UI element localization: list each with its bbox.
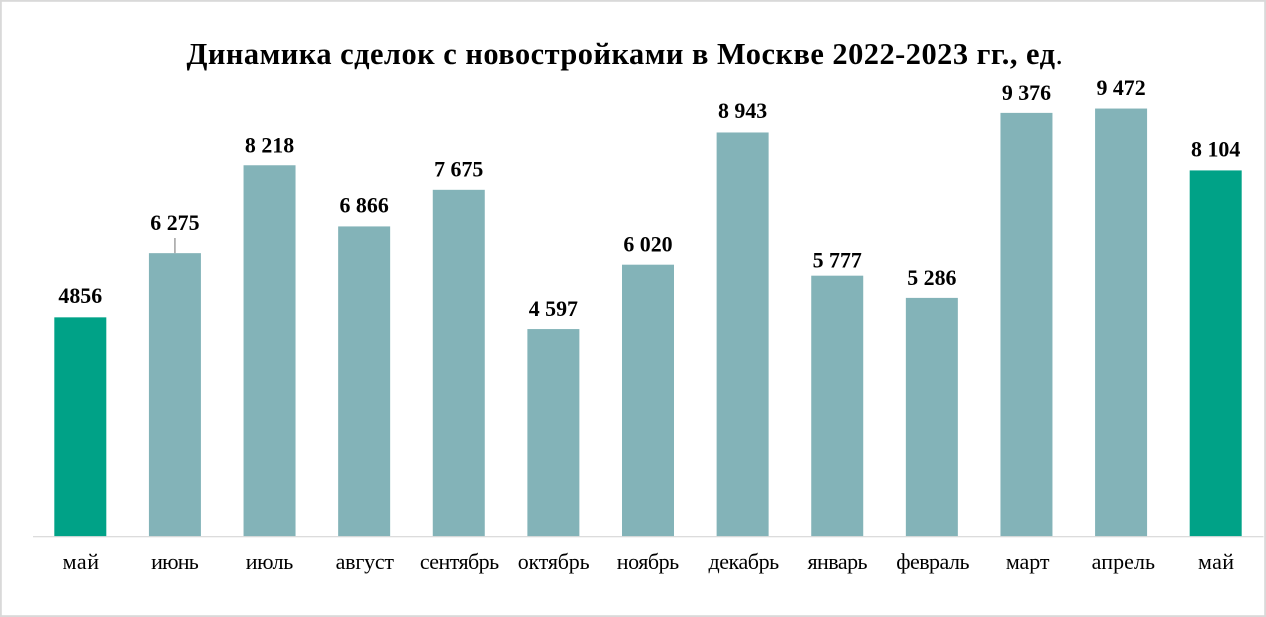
svg-text:4 597: 4 597 [529,296,578,321]
svg-text:июнь: июнь [151,549,199,574]
svg-text:5 286: 5 286 [907,265,956,290]
svg-text:февраль: февраль [896,549,969,574]
svg-text:8 218: 8 218 [245,132,294,157]
svg-text:май: май [1198,549,1234,574]
svg-text:7 675: 7 675 [434,156,483,181]
svg-text:6 020: 6 020 [623,232,672,257]
svg-text:май: май [63,549,100,574]
svg-text:5 777: 5 777 [813,248,862,273]
svg-text:январь: январь [807,549,867,574]
svg-text:апрель: апрель [1092,549,1155,574]
svg-text:декабрь: декабрь [708,549,779,574]
svg-text:9 376: 9 376 [1002,80,1051,105]
svg-text:август: август [336,549,395,574]
svg-text:Динамика сделок с новостройкам: Динамика сделок с новостройками в Москве… [187,37,1056,71]
svg-text:8 943: 8 943 [718,98,767,123]
svg-text:6 275: 6 275 [150,210,199,235]
svg-text:март: март [1006,549,1050,574]
svg-text:4856: 4856 [58,283,102,308]
svg-text:9 472: 9 472 [1096,75,1145,100]
svg-text:сентябрь: сентябрь [420,549,499,574]
svg-text:июль: июль [246,549,294,574]
svg-text:.: . [1056,39,1063,71]
svg-text:8 104: 8 104 [1191,137,1240,162]
svg-text:ноябрь: ноябрь [617,549,679,574]
svg-text:октябрь: октябрь [518,549,590,574]
svg-text:6 866: 6 866 [340,193,389,218]
